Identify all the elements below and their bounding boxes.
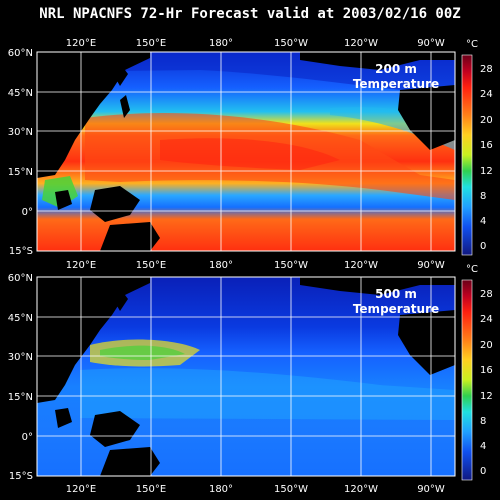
map-frame-500m: [36, 276, 456, 477]
lon-label: 150°W: [274, 260, 308, 271]
lat-label: 30°N: [8, 352, 33, 363]
colorbar-tick: 20: [480, 340, 493, 351]
lat-label: 0°: [22, 432, 33, 443]
new-guinea-landmass-200m: [90, 186, 140, 222]
lon-labels-top: 120°E 150°E 180° 150°W 120°W 90°W: [66, 38, 445, 49]
colorbar-tick: 0: [480, 466, 486, 477]
lon-label: 120°W: [344, 484, 378, 495]
north-america-landmass-200m: [300, 52, 455, 70]
colorbar-tick: 8: [480, 191, 486, 202]
colorbar-bottom: °C 28 24 20 16 12 8 4 0: [461, 264, 493, 481]
lon-label: 90°W: [417, 38, 445, 49]
panel-500m: 500 m Temperature: [36, 276, 456, 477]
australia-landmass-500m: [100, 447, 160, 476]
colorbar-tick: 28: [480, 64, 493, 75]
depth-label-200m: 200 m: [375, 62, 417, 76]
australia-landmass-200m: [100, 222, 160, 251]
variable-label-200m: Temperature: [353, 77, 439, 91]
lon-label: 150°E: [136, 38, 166, 49]
map-frame-200m: [36, 51, 456, 252]
panel-200m: 200 m Temperature: [36, 51, 456, 252]
figure-title: NRL NPACNFS 72-Hr Forecast valid at 2003…: [39, 6, 461, 22]
lon-label: 120°W: [344, 260, 378, 271]
colorbar-tick: 16: [480, 365, 493, 376]
colorbar-tick: 4: [480, 441, 486, 452]
lon-labels-bottom: 120°E 150°E 180° 150°W 120°W 90°W: [66, 484, 445, 495]
lon-labels-middle: 120°E 150°E 180° 150°W 120°W 90°W: [66, 260, 445, 271]
lon-label: 120°E: [66, 484, 96, 495]
lon-label: 120°E: [66, 260, 96, 271]
lat-label: 45°N: [8, 313, 33, 324]
lat-label: 60°N: [8, 273, 33, 284]
lat-label: 30°N: [8, 127, 33, 138]
colorbar-unit: °C: [466, 39, 478, 50]
lon-label: 150°W: [274, 38, 308, 49]
lat-labels-bottom: 60°N 45°N 30°N 15°N 0° 15°S: [8, 273, 33, 482]
lat-label: 15°S: [9, 471, 33, 482]
lat-labels-top: 60°N 45°N 30°N 15°N 0° 15°S: [8, 48, 33, 257]
lon-label: 150°W: [274, 484, 308, 495]
variable-label-500m: Temperature: [353, 302, 439, 316]
colorbar-top: °C 28 24 20 16 12 8 4 0: [461, 39, 493, 256]
lat-label: 45°N: [8, 88, 33, 99]
lat-label: 15°N: [8, 392, 33, 403]
colorbar-tick: 20: [480, 115, 493, 126]
lon-label: 120°E: [66, 38, 96, 49]
colorbar-unit: °C: [466, 264, 478, 275]
asia-landmass-200m: [37, 52, 150, 178]
colorbar-tick: 8: [480, 416, 486, 427]
lon-label: 120°W: [344, 38, 378, 49]
colorbar-tick: 28: [480, 289, 493, 300]
lat-label: 15°S: [9, 246, 33, 257]
colorbar-tick: 12: [480, 166, 493, 177]
north-america-landmass-500m: [300, 277, 455, 295]
new-guinea-landmass-500m: [90, 411, 140, 447]
graticule-200m: [37, 52, 455, 251]
lon-label: 150°E: [136, 260, 166, 271]
lon-label: 180°: [209, 484, 233, 495]
lat-label: 60°N: [8, 48, 33, 59]
lon-label: 180°: [209, 38, 233, 49]
colorbar-tick: 24: [480, 314, 493, 325]
colorbar-tick: 0: [480, 241, 486, 252]
colorbar-tick: 12: [480, 391, 493, 402]
graticule-500m: [37, 277, 455, 476]
lon-label: 180°: [209, 260, 233, 271]
lat-label: 0°: [22, 207, 33, 218]
asia-landmass-500m: [37, 277, 150, 403]
lon-label: 150°E: [136, 484, 166, 495]
lat-label: 15°N: [8, 167, 33, 178]
depth-label-500m: 500 m: [375, 287, 417, 301]
colorbar-tick: 16: [480, 140, 493, 151]
colorbar-tick: 4: [480, 216, 486, 227]
lon-label: 90°W: [417, 484, 445, 495]
colorbar-tick: 24: [480, 89, 493, 100]
lon-label: 90°W: [417, 260, 445, 271]
